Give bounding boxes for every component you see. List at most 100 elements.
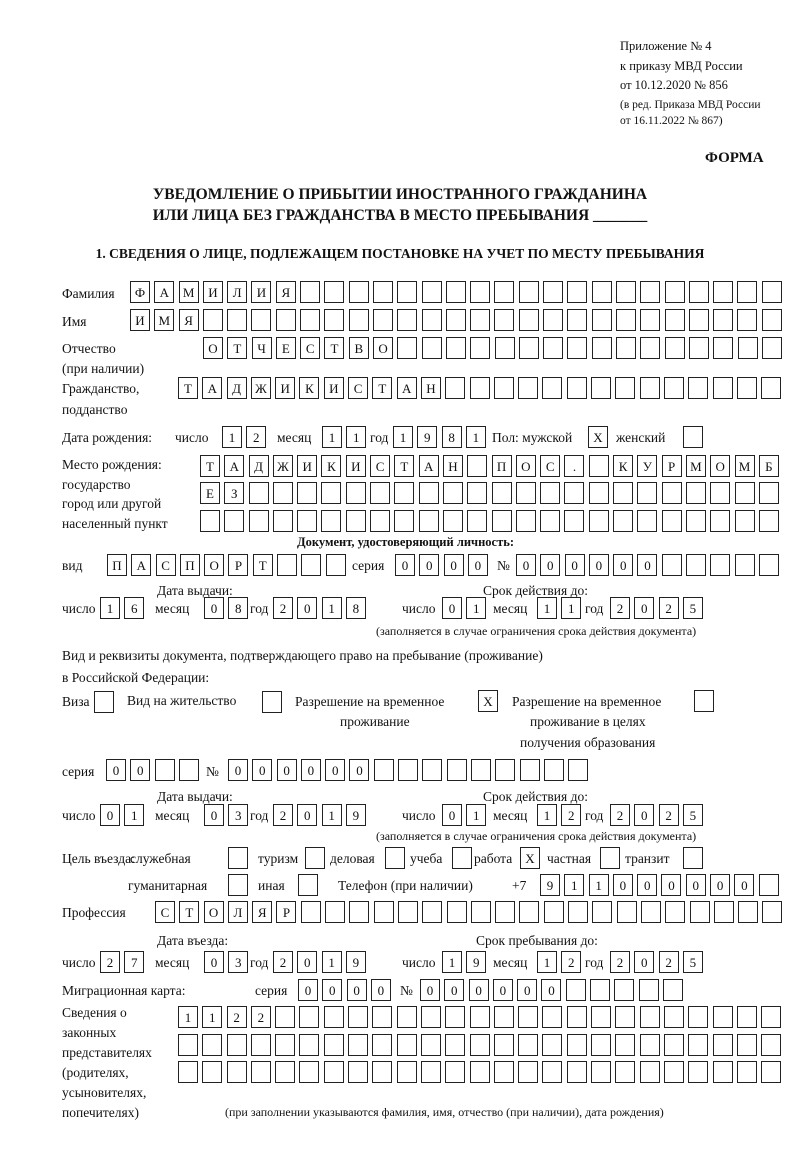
char-cell[interactable] — [710, 510, 731, 532]
char-cell[interactable] — [637, 482, 658, 504]
char-cell[interactable] — [734, 510, 755, 532]
char-cell[interactable] — [758, 482, 779, 504]
char-cell[interactable]: 2 — [658, 951, 679, 973]
char-cell[interactable]: Т — [252, 554, 273, 576]
char-cell[interactable]: 0 — [710, 874, 731, 896]
char-cell[interactable] — [685, 510, 706, 532]
char-cell[interactable]: 0 — [612, 874, 633, 896]
char-cell[interactable]: 9 — [417, 426, 438, 448]
char-cell[interactable] — [420, 1034, 441, 1056]
char-cell[interactable]: 5 — [682, 597, 703, 619]
purpose-option-checkbox[interactable] — [228, 847, 248, 869]
char-cell[interactable]: Т — [178, 377, 198, 399]
char-cell[interactable]: 0 — [661, 874, 682, 896]
char-cell[interactable] — [736, 1034, 757, 1056]
char-cell[interactable]: 0 — [322, 979, 343, 1001]
char-cell[interactable]: Л — [227, 901, 248, 923]
char-cell[interactable] — [665, 901, 686, 923]
char-cell[interactable] — [515, 510, 536, 532]
char-cell[interactable]: А — [154, 281, 175, 303]
char-cell[interactable]: Ж — [272, 455, 293, 477]
char-cell[interactable] — [686, 554, 707, 576]
char-cell[interactable]: 0 — [395, 554, 415, 576]
char-cell[interactable] — [640, 309, 661, 331]
char-cell[interactable] — [227, 309, 248, 331]
checkbox-cell[interactable] — [694, 690, 714, 712]
char-cell[interactable] — [616, 337, 637, 359]
char-cell[interactable] — [348, 1061, 369, 1083]
char-cell[interactable]: 1 — [100, 597, 120, 619]
char-cell[interactable]: 1 — [466, 804, 487, 826]
char-cell[interactable]: П — [179, 554, 200, 576]
char-cell[interactable]: К — [299, 377, 320, 399]
char-cell[interactable] — [275, 309, 296, 331]
char-cell[interactable]: 3 — [228, 951, 249, 973]
char-cell[interactable]: 0 — [443, 554, 464, 576]
char-cell[interactable]: 1 — [222, 426, 242, 448]
char-cell[interactable] — [567, 309, 588, 331]
char-cell[interactable]: Т — [394, 455, 415, 477]
char-cell[interactable] — [394, 482, 415, 504]
char-cell[interactable]: 0 — [634, 804, 655, 826]
purpose-option-checkbox[interactable] — [600, 847, 620, 869]
char-cell[interactable]: Ж — [250, 377, 271, 399]
char-cell[interactable] — [442, 510, 463, 532]
char-cell[interactable]: 1 — [202, 1006, 223, 1028]
char-cell[interactable] — [421, 281, 442, 303]
char-cell[interactable] — [396, 1006, 417, 1028]
char-cell[interactable] — [734, 554, 755, 576]
char-cell[interactable] — [370, 510, 391, 532]
char-cell[interactable]: 0 — [252, 759, 273, 781]
char-cell[interactable]: О — [203, 337, 223, 359]
char-cell[interactable] — [445, 1006, 466, 1028]
char-cell[interactable]: 2 — [658, 597, 679, 619]
char-cell[interactable] — [202, 1034, 223, 1056]
char-cell[interactable] — [663, 1061, 684, 1083]
char-cell[interactable]: 0 — [130, 759, 151, 781]
char-cell[interactable] — [736, 1006, 757, 1028]
char-cell[interactable] — [566, 1034, 587, 1056]
char-cell[interactable] — [712, 1061, 733, 1083]
char-cell[interactable] — [251, 309, 272, 331]
char-cell[interactable] — [591, 337, 612, 359]
char-cell[interactable]: И — [323, 377, 344, 399]
char-cell[interactable] — [324, 309, 345, 331]
char-cell[interactable]: 5 — [682, 951, 703, 973]
char-cell[interactable]: И — [251, 281, 272, 303]
char-cell[interactable] — [397, 309, 418, 331]
char-cell[interactable] — [446, 901, 467, 923]
char-cell[interactable]: 9 — [466, 951, 487, 973]
char-cell[interactable] — [398, 759, 419, 781]
char-cell[interactable] — [688, 1061, 709, 1083]
char-cell[interactable] — [323, 1006, 344, 1028]
char-cell[interactable] — [323, 1061, 344, 1083]
char-cell[interactable] — [418, 482, 439, 504]
char-cell[interactable]: Я — [252, 901, 273, 923]
char-cell[interactable] — [688, 281, 709, 303]
char-cell[interactable] — [373, 759, 394, 781]
char-cell[interactable]: Т — [200, 455, 220, 477]
char-cell[interactable] — [518, 337, 539, 359]
char-cell[interactable]: 0 — [540, 554, 561, 576]
char-cell[interactable] — [540, 482, 561, 504]
char-cell[interactable]: 0 — [492, 979, 513, 1001]
char-cell[interactable] — [592, 901, 613, 923]
char-cell[interactable] — [758, 510, 779, 532]
char-cell[interactable]: 0 — [325, 759, 346, 781]
char-cell[interactable]: Т — [179, 901, 200, 923]
representatives-row2[interactable] — [178, 1034, 782, 1056]
char-cell[interactable]: 1 — [561, 597, 582, 619]
